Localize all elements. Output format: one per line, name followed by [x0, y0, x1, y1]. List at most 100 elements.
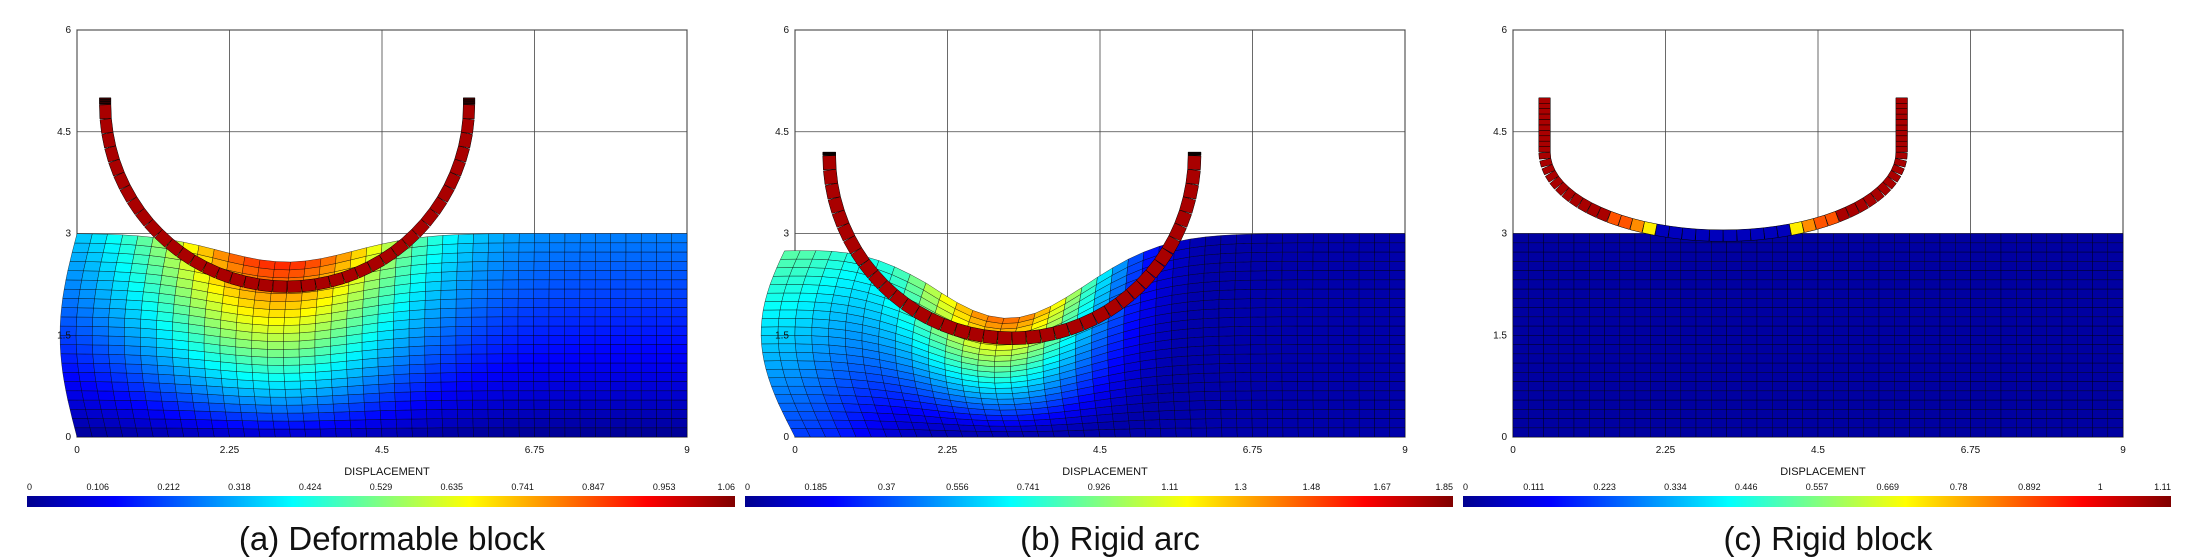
block-element [75, 428, 93, 437]
block-element [332, 378, 348, 387]
block-element [1635, 372, 1650, 381]
block-element [1266, 289, 1282, 298]
block-element [1681, 335, 1696, 344]
block-element [1359, 317, 1374, 326]
block-element [1650, 243, 1665, 252]
indenter-element [1789, 222, 1804, 236]
block-element [1359, 354, 1374, 363]
block-element [456, 336, 472, 345]
block-element [672, 280, 687, 289]
block-element [1620, 234, 1635, 243]
block-element [1203, 309, 1219, 319]
block-element [1235, 354, 1251, 363]
block-element [1971, 382, 1986, 391]
block-element [2016, 308, 2031, 317]
block-element [1359, 335, 1374, 344]
block-element [488, 252, 504, 261]
block-element [1818, 363, 1833, 372]
block-element [1864, 345, 1879, 354]
block-element [1344, 308, 1359, 317]
block-element [379, 392, 395, 402]
block-element [443, 235, 459, 245]
block-element [1711, 326, 1726, 335]
block-element [672, 317, 687, 326]
indenter-element [1539, 103, 1551, 108]
block-element [1955, 289, 1970, 298]
block-element [1513, 261, 1528, 270]
block-element [1528, 419, 1543, 428]
colorbar-label: 1.3 [1234, 482, 1247, 492]
block-element [1681, 428, 1696, 437]
block-element [534, 243, 549, 252]
block-element [641, 391, 656, 400]
block-element [286, 397, 302, 405]
block-element [1313, 298, 1329, 307]
indenter-element [1012, 331, 1026, 344]
block-element [1589, 428, 1604, 437]
block-element [409, 328, 425, 338]
block-element [79, 289, 96, 299]
block-element [259, 429, 276, 437]
block-element [1986, 243, 2001, 252]
block-element [61, 308, 78, 317]
block-element [363, 384, 379, 394]
block-element [487, 280, 503, 289]
block-element [1788, 428, 1803, 437]
block-element [379, 384, 395, 394]
block-element [641, 409, 656, 418]
block-element [1220, 253, 1236, 263]
block-element [456, 345, 472, 354]
block-element [595, 400, 610, 409]
block-element [1910, 261, 1925, 270]
block-element [672, 419, 687, 428]
block-element [2077, 308, 2092, 317]
block-element [1252, 428, 1268, 437]
block-element [1172, 365, 1188, 375]
block-element [1803, 252, 1818, 261]
block-element [86, 409, 104, 418]
block-element [1635, 335, 1650, 344]
block-element [580, 261, 595, 270]
block-element [580, 363, 595, 372]
block-element [1203, 345, 1219, 355]
block-element [1130, 429, 1146, 437]
block-element [132, 254, 149, 264]
block-element [1589, 271, 1604, 280]
block-element [1772, 400, 1787, 409]
block-element [2108, 428, 2123, 437]
block-element [1681, 326, 1696, 335]
block-element [456, 372, 472, 381]
block-element [1772, 391, 1787, 400]
block-element [2047, 308, 2062, 317]
indenter-element [1539, 141, 1551, 147]
block-element [1803, 298, 1818, 307]
block-element [764, 361, 783, 370]
block-element [1359, 298, 1374, 307]
x-tick-label: 6.75 [1243, 445, 1263, 456]
block-element [1283, 409, 1299, 418]
block-element [2001, 409, 2016, 418]
block-element [1727, 252, 1742, 261]
block-element [1082, 423, 1099, 431]
block-element [1879, 400, 1894, 409]
block-element [112, 382, 129, 391]
block-element [158, 374, 175, 384]
block-element [1864, 234, 1879, 243]
block-element [1986, 428, 2001, 437]
block-element [896, 422, 914, 430]
block-element [1589, 372, 1604, 381]
block-element [255, 397, 272, 405]
block-element [1173, 383, 1189, 393]
block-element [779, 310, 797, 319]
block-element [1772, 271, 1787, 280]
block-element [2108, 317, 2123, 326]
block-element [1696, 391, 1711, 400]
block-element [974, 426, 992, 432]
block-element [1359, 280, 1374, 289]
block-element [657, 409, 672, 418]
block-element [1788, 400, 1803, 409]
block-element [2077, 243, 2092, 252]
block-element [472, 354, 488, 363]
block-element [1574, 298, 1589, 307]
block-element [1605, 243, 1620, 252]
